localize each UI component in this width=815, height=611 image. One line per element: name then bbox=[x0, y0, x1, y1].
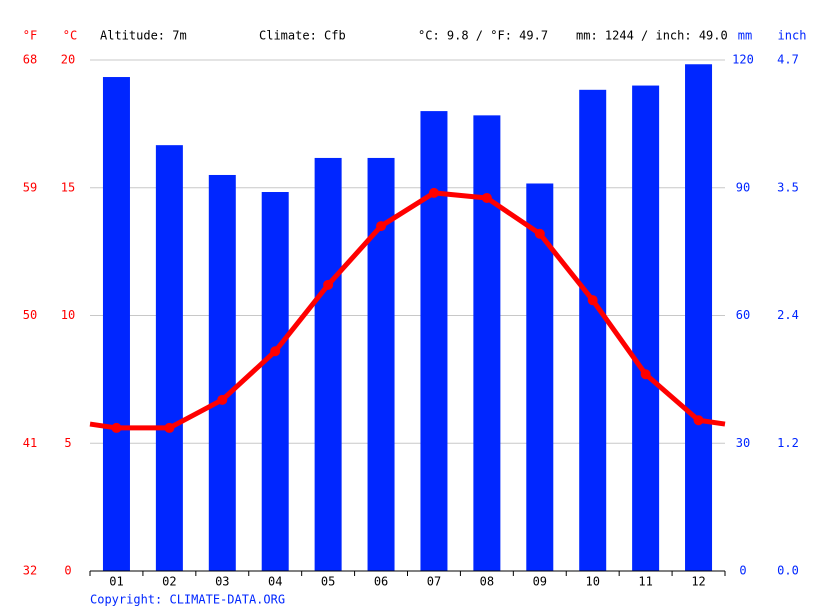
bar bbox=[208, 174, 236, 571]
y2-tick-label: 30 bbox=[736, 436, 750, 450]
y-alt-tick-label: 50 bbox=[23, 308, 37, 322]
point bbox=[534, 228, 545, 239]
point bbox=[323, 279, 334, 290]
point bbox=[376, 221, 387, 232]
copyright: Copyright: CLIMATE-DATA.ORG bbox=[90, 593, 285, 607]
y-tick-label: 5 bbox=[64, 436, 71, 450]
x-tick-label: 12 bbox=[691, 575, 705, 589]
x-tick-label: 02 bbox=[162, 575, 176, 589]
x-tick-label: 04 bbox=[268, 575, 282, 589]
y2-tick-label: 120 bbox=[732, 53, 754, 67]
x-tick-label: 08 bbox=[480, 575, 494, 589]
y2-tick-label: 60 bbox=[736, 308, 750, 322]
bar bbox=[314, 157, 342, 572]
y2-alt-tick-label: 1.2 bbox=[777, 436, 799, 450]
y-alt-tick-label: 59 bbox=[23, 180, 37, 194]
annotation: Climate: Cfb bbox=[259, 29, 346, 43]
x-tick-label: 07 bbox=[427, 575, 441, 589]
x-tick-label: 01 bbox=[109, 575, 123, 589]
point bbox=[270, 346, 281, 357]
annotation: Altitude: 7m bbox=[100, 29, 187, 43]
point bbox=[111, 422, 122, 433]
point bbox=[693, 415, 704, 426]
point bbox=[587, 295, 598, 306]
bar bbox=[632, 85, 660, 572]
x-tick-label: 11 bbox=[638, 575, 652, 589]
y2-alt-tick-label: 0.0 bbox=[777, 564, 799, 578]
annotation: mm: 1244 / inch: 49.0 bbox=[576, 29, 728, 43]
y-alt-tick-label: 68 bbox=[23, 53, 37, 67]
y2-unit: mm bbox=[738, 29, 752, 43]
y-alt-tick-label: 41 bbox=[23, 436, 37, 450]
bar bbox=[102, 77, 130, 572]
x-tick-label: 05 bbox=[321, 575, 335, 589]
y2-tick-label: 90 bbox=[736, 180, 750, 194]
y-alt-unit: °F bbox=[23, 29, 37, 43]
y-unit: °C bbox=[63, 29, 77, 43]
bar bbox=[473, 115, 501, 571]
x-tick-label: 03 bbox=[215, 575, 229, 589]
y2-alt-tick-label: 3.5 bbox=[777, 180, 799, 194]
bar bbox=[579, 89, 607, 571]
y2-tick-label: 0 bbox=[739, 564, 746, 578]
x-tick-label: 10 bbox=[585, 575, 599, 589]
y2-alt-tick-label: 4.7 bbox=[777, 53, 799, 67]
y-tick-label: 20 bbox=[61, 53, 75, 67]
y-alt-tick-label: 32 bbox=[23, 564, 37, 578]
point bbox=[428, 187, 439, 198]
bar bbox=[261, 192, 289, 571]
point bbox=[217, 394, 228, 405]
y2-alt-unit: inch bbox=[778, 29, 807, 43]
bar bbox=[685, 64, 713, 571]
y2-alt-tick-label: 2.4 bbox=[777, 308, 799, 322]
bar bbox=[420, 111, 448, 571]
annotation: °C: 9.8 / °F: 49.7 bbox=[418, 29, 548, 43]
bar bbox=[155, 145, 183, 571]
y-tick-label: 10 bbox=[61, 308, 75, 322]
point bbox=[481, 192, 492, 203]
x-tick-label: 09 bbox=[533, 575, 547, 589]
y-tick-label: 15 bbox=[61, 180, 75, 194]
y-tick-label: 0 bbox=[64, 564, 71, 578]
point bbox=[640, 369, 651, 380]
x-tick-label: 06 bbox=[374, 575, 388, 589]
temperature-line bbox=[116, 190, 701, 431]
point bbox=[164, 422, 175, 433]
